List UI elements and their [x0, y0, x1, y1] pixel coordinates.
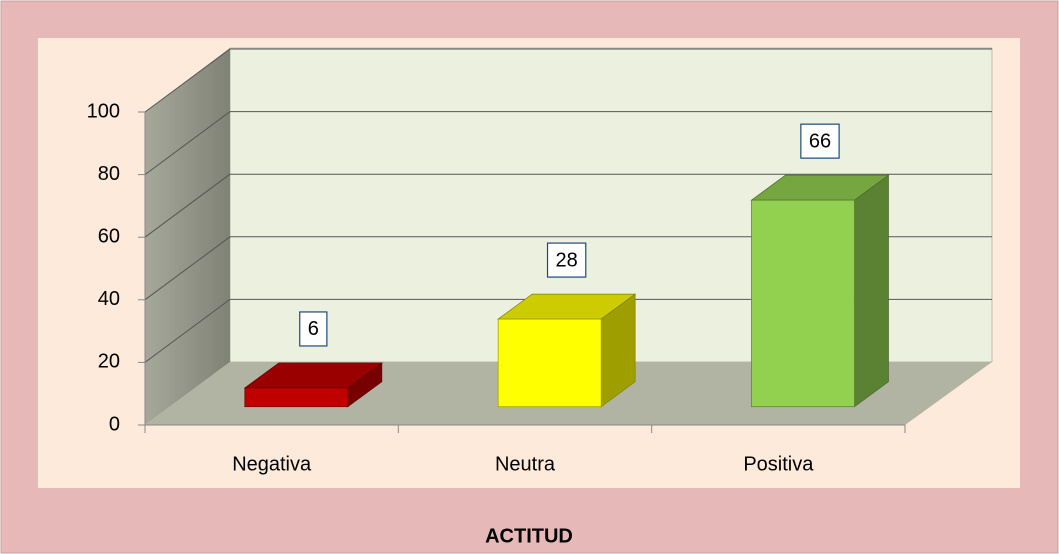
data-label-box	[299, 311, 328, 347]
side-wall	[145, 48, 230, 425]
chart-title: ACTITUD	[485, 525, 573, 547]
y-tick-label: 100	[87, 100, 120, 122]
data-label: 28	[556, 249, 578, 271]
x-tick-label: Negativa	[232, 453, 312, 475]
bar-side	[854, 174, 889, 408]
y-tick-label: 60	[98, 225, 120, 247]
data-label-box	[546, 242, 587, 278]
grid-line	[144, 173, 231, 238]
bar-front	[497, 318, 602, 408]
bar	[243, 362, 383, 408]
y-tick-label: 0	[109, 413, 120, 435]
bars	[243, 174, 890, 408]
grid-line	[144, 48, 231, 113]
bar-front	[244, 387, 349, 408]
y-tick-label: 40	[98, 288, 120, 310]
grid-line	[144, 298, 231, 363]
y-tick-label: 80	[98, 163, 120, 185]
grid-line	[144, 236, 231, 301]
x-tick-label: Neutra	[495, 453, 556, 475]
data-label-box	[800, 123, 840, 159]
y-tick-label: 20	[98, 351, 120, 373]
x-tick-label: Positiva	[743, 453, 814, 475]
grid-line	[144, 111, 231, 176]
data-label: 66	[809, 130, 831, 152]
data-label: 6	[308, 318, 319, 340]
bar	[750, 174, 890, 408]
bar-front	[751, 199, 855, 408]
bar	[497, 293, 637, 408]
